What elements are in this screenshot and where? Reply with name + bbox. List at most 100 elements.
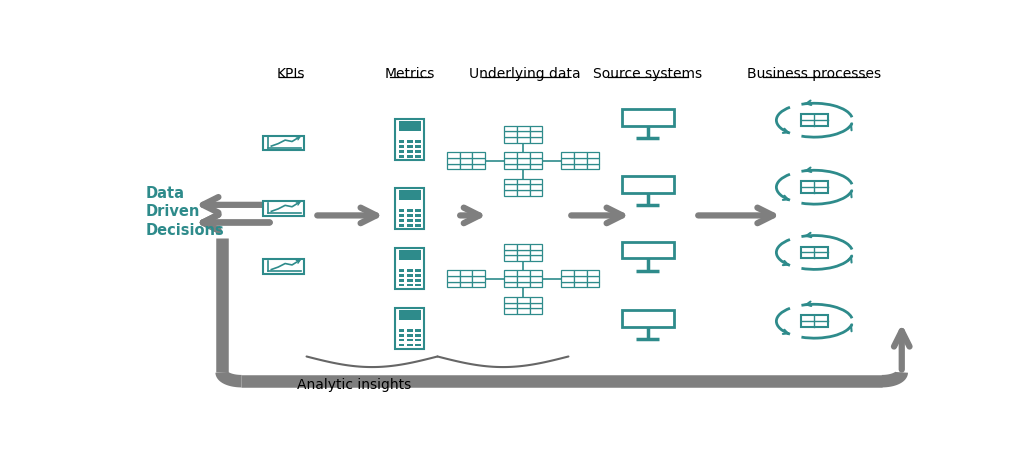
FancyBboxPatch shape (460, 270, 472, 276)
FancyBboxPatch shape (517, 137, 529, 143)
FancyBboxPatch shape (407, 279, 413, 282)
FancyBboxPatch shape (561, 270, 574, 276)
FancyBboxPatch shape (407, 214, 413, 217)
FancyBboxPatch shape (529, 153, 543, 158)
FancyBboxPatch shape (529, 297, 543, 303)
FancyBboxPatch shape (416, 284, 421, 287)
FancyBboxPatch shape (407, 339, 413, 342)
FancyBboxPatch shape (416, 279, 421, 282)
FancyBboxPatch shape (398, 274, 404, 277)
FancyBboxPatch shape (574, 153, 587, 158)
FancyBboxPatch shape (504, 303, 517, 308)
FancyBboxPatch shape (398, 339, 404, 342)
FancyBboxPatch shape (529, 308, 543, 314)
FancyBboxPatch shape (587, 270, 599, 276)
FancyBboxPatch shape (398, 150, 404, 153)
FancyBboxPatch shape (447, 282, 460, 287)
FancyBboxPatch shape (407, 150, 413, 153)
FancyBboxPatch shape (574, 282, 587, 287)
FancyBboxPatch shape (517, 244, 529, 250)
Text: Source systems: Source systems (593, 67, 702, 82)
FancyBboxPatch shape (407, 224, 413, 227)
FancyBboxPatch shape (622, 242, 674, 258)
FancyBboxPatch shape (517, 308, 529, 314)
FancyBboxPatch shape (416, 339, 421, 342)
FancyBboxPatch shape (801, 114, 827, 126)
FancyBboxPatch shape (416, 344, 421, 346)
FancyBboxPatch shape (517, 153, 529, 158)
FancyBboxPatch shape (398, 146, 404, 148)
FancyBboxPatch shape (398, 209, 404, 212)
FancyBboxPatch shape (416, 329, 421, 332)
FancyBboxPatch shape (262, 136, 304, 150)
FancyBboxPatch shape (472, 270, 485, 276)
FancyBboxPatch shape (416, 146, 421, 148)
FancyBboxPatch shape (416, 274, 421, 277)
FancyBboxPatch shape (398, 121, 421, 131)
FancyBboxPatch shape (460, 158, 472, 164)
FancyBboxPatch shape (504, 282, 517, 287)
FancyBboxPatch shape (416, 141, 421, 143)
FancyBboxPatch shape (561, 153, 574, 158)
FancyBboxPatch shape (529, 276, 543, 282)
FancyBboxPatch shape (262, 259, 304, 274)
FancyBboxPatch shape (398, 190, 421, 200)
FancyBboxPatch shape (447, 276, 460, 282)
FancyBboxPatch shape (398, 310, 421, 320)
FancyBboxPatch shape (504, 153, 517, 158)
FancyBboxPatch shape (529, 190, 543, 196)
FancyBboxPatch shape (801, 315, 827, 327)
FancyBboxPatch shape (622, 311, 674, 327)
FancyBboxPatch shape (398, 141, 404, 143)
FancyBboxPatch shape (447, 158, 460, 164)
FancyBboxPatch shape (398, 284, 404, 287)
FancyBboxPatch shape (472, 164, 485, 169)
FancyBboxPatch shape (622, 109, 674, 126)
FancyBboxPatch shape (529, 270, 543, 276)
FancyBboxPatch shape (517, 158, 529, 164)
FancyBboxPatch shape (529, 282, 543, 287)
FancyBboxPatch shape (529, 137, 543, 143)
Text: Business processes: Business processes (748, 67, 882, 82)
FancyBboxPatch shape (529, 179, 543, 185)
FancyBboxPatch shape (472, 282, 485, 287)
FancyBboxPatch shape (517, 164, 529, 169)
FancyBboxPatch shape (504, 137, 517, 143)
FancyBboxPatch shape (529, 131, 543, 137)
FancyBboxPatch shape (472, 153, 485, 158)
FancyBboxPatch shape (504, 270, 517, 276)
FancyBboxPatch shape (407, 284, 413, 287)
FancyBboxPatch shape (574, 164, 587, 169)
FancyBboxPatch shape (517, 190, 529, 196)
FancyBboxPatch shape (460, 153, 472, 158)
FancyBboxPatch shape (407, 146, 413, 148)
FancyBboxPatch shape (416, 334, 421, 337)
FancyBboxPatch shape (407, 344, 413, 346)
FancyBboxPatch shape (504, 179, 517, 185)
Text: Metrics: Metrics (385, 67, 435, 82)
FancyBboxPatch shape (587, 153, 599, 158)
FancyBboxPatch shape (517, 131, 529, 137)
FancyBboxPatch shape (407, 334, 413, 337)
FancyBboxPatch shape (447, 153, 460, 158)
FancyBboxPatch shape (517, 297, 529, 303)
FancyBboxPatch shape (398, 155, 404, 158)
FancyBboxPatch shape (416, 269, 421, 272)
FancyBboxPatch shape (529, 303, 543, 308)
FancyBboxPatch shape (395, 248, 424, 289)
FancyBboxPatch shape (504, 190, 517, 196)
FancyBboxPatch shape (529, 255, 543, 261)
FancyBboxPatch shape (504, 131, 517, 137)
FancyBboxPatch shape (504, 185, 517, 190)
FancyBboxPatch shape (517, 303, 529, 308)
FancyBboxPatch shape (529, 250, 543, 255)
FancyBboxPatch shape (504, 276, 517, 282)
FancyBboxPatch shape (504, 297, 517, 303)
FancyBboxPatch shape (801, 246, 827, 258)
FancyBboxPatch shape (517, 270, 529, 276)
FancyBboxPatch shape (398, 279, 404, 282)
FancyBboxPatch shape (529, 164, 543, 169)
FancyBboxPatch shape (517, 282, 529, 287)
Text: Data
Driven
Decisions: Data Driven Decisions (145, 186, 224, 238)
FancyBboxPatch shape (398, 250, 421, 260)
